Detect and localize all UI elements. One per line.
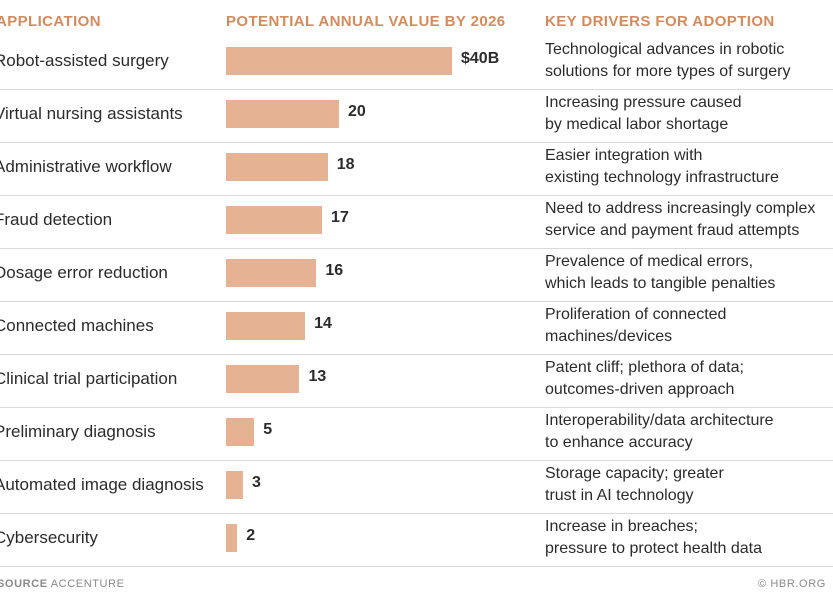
application-label: Cybersecurity (0, 528, 98, 547)
driver-line: by medical labor shortage (545, 116, 729, 133)
value-bar (226, 259, 317, 287)
value-bar (226, 524, 238, 552)
row-divider (0, 513, 833, 514)
driver-text: Proliferation of connected machines/devic… (545, 304, 726, 348)
row-divider (0, 301, 833, 302)
chart-row: Preliminary diagnosis 5 Interoperability/d… (0, 407, 833, 460)
value-label: 13 (308, 368, 327, 385)
driver-line: service and payment fraud attempts (545, 222, 800, 239)
driver-line: Increase in breaches; (545, 518, 698, 535)
driver-text: Increase in breaches; pressure to protect… (545, 516, 762, 560)
driver-line: pressure to protect health data (545, 540, 763, 557)
driver-line: Easier integration with (545, 147, 703, 164)
value-bar (226, 206, 323, 234)
header-potential-value: POTENTIAL ANNUAL VALUE BY 2026 (226, 13, 506, 30)
driver-text: Technological advances in robotic solutio… (545, 39, 790, 83)
source-note: SOURCE ACCENTURE (0, 578, 125, 590)
driver-line: Patent cliff; plethora of data; (545, 359, 744, 376)
driver-line: existing technology infrastructure (545, 169, 779, 186)
row-divider (0, 566, 833, 567)
driver-text: Prevalence of medical errors, which leads… (545, 251, 775, 295)
driver-text: Patent cliff; plethora of data; outcomes-… (545, 357, 744, 401)
chart-row: Virtual nursing assistants 20 Increasing p… (0, 89, 833, 142)
value-bar (226, 365, 300, 393)
application-label: Clinical trial participation (0, 369, 178, 388)
driver-line: solutions for more types of surgery (545, 63, 791, 80)
row-divider (0, 89, 833, 90)
driver-text: Increasing pressure caused by medical lab… (545, 92, 742, 136)
application-label: Dosage error reduction (0, 263, 168, 282)
driver-text: Easier integration with existing technolo… (545, 145, 779, 189)
driver-text: Need to address increasingly complex serv… (545, 198, 815, 242)
row-divider (0, 248, 833, 249)
application-label: Administrative workflow (0, 157, 172, 176)
driver-line: Technological advances in robotic (545, 41, 785, 58)
driver-line: Proliferation of connected (545, 306, 727, 323)
chart-row: Administrative workflow 18 Easier integrat… (0, 142, 833, 195)
driver-line: Increasing pressure caused (545, 94, 742, 111)
driver-line: outcomes-driven approach (545, 381, 735, 398)
row-divider (0, 354, 833, 355)
value-label: 18 (336, 156, 355, 173)
value-label: 14 (314, 315, 332, 332)
value-bar (226, 153, 328, 181)
chart-row: Clinical trial participation 13 Patent cli… (0, 354, 833, 407)
driver-text: Storage capacity; greater trust in AI tec… (545, 463, 724, 507)
driver-line: Interoperability/data architecture (545, 412, 774, 429)
application-label: Connected machines (0, 316, 154, 335)
chart-row: Fraud detection 17 Need to address increas… (0, 195, 833, 248)
chart-row: Automated image diagnosis 3 Storage capaci… (0, 460, 833, 513)
value-bar (226, 418, 255, 446)
value-label: 5 (263, 421, 273, 438)
value-label: $40B (461, 50, 500, 67)
value-bar (226, 100, 339, 128)
row-divider (0, 195, 833, 196)
source-text: ACCENTURE (50, 578, 125, 590)
header-application: APPLICATION (0, 13, 101, 30)
application-label: Robot-assisted surgery (0, 51, 169, 70)
credit-note: © HBR.ORG (758, 578, 826, 590)
value-label: 20 (348, 103, 366, 120)
driver-line: Need to address increasingly complex (545, 200, 816, 217)
driver-line: which leads to tangible penalties (545, 275, 776, 292)
value-label: 2 (246, 527, 256, 544)
value-label: 3 (251, 474, 261, 491)
value-bar (226, 471, 243, 499)
driver-line: Storage capacity; greater (545, 465, 724, 482)
header-key-drivers: KEY DRIVERS FOR ADOPTION (545, 13, 775, 30)
value-label: 17 (331, 209, 349, 226)
chart-row: Cybersecurity 2 Increase in breaches; press… (0, 513, 833, 566)
application-label: Virtual nursing assistants (0, 104, 183, 123)
value-bar (226, 47, 452, 75)
chart-row: Robot-assisted surgery $40B Technological … (0, 36, 833, 89)
application-label: Preliminary diagnosis (0, 422, 156, 441)
value-label: 16 (325, 262, 344, 279)
driver-line: machines/devices (545, 328, 673, 345)
source-label: SOURCE (0, 578, 48, 590)
row-divider (0, 460, 833, 461)
row-divider (0, 407, 833, 408)
driver-text: Interoperability/data architecture to enh… (545, 410, 774, 454)
driver-line: Prevalence of medical errors, (545, 253, 754, 270)
application-label: Automated image diagnosis (0, 475, 204, 494)
driver-line: trust in AI technology (545, 487, 694, 504)
chart-row: Connected machines 14 Proliferation of con… (0, 301, 833, 354)
value-bar (226, 312, 306, 340)
driver-line: to enhance accuracy (545, 434, 693, 451)
application-label: Fraud detection (0, 210, 113, 229)
row-divider (0, 142, 833, 143)
chart-row: Dosage error reduction 16 Prevalence of me… (0, 248, 833, 301)
